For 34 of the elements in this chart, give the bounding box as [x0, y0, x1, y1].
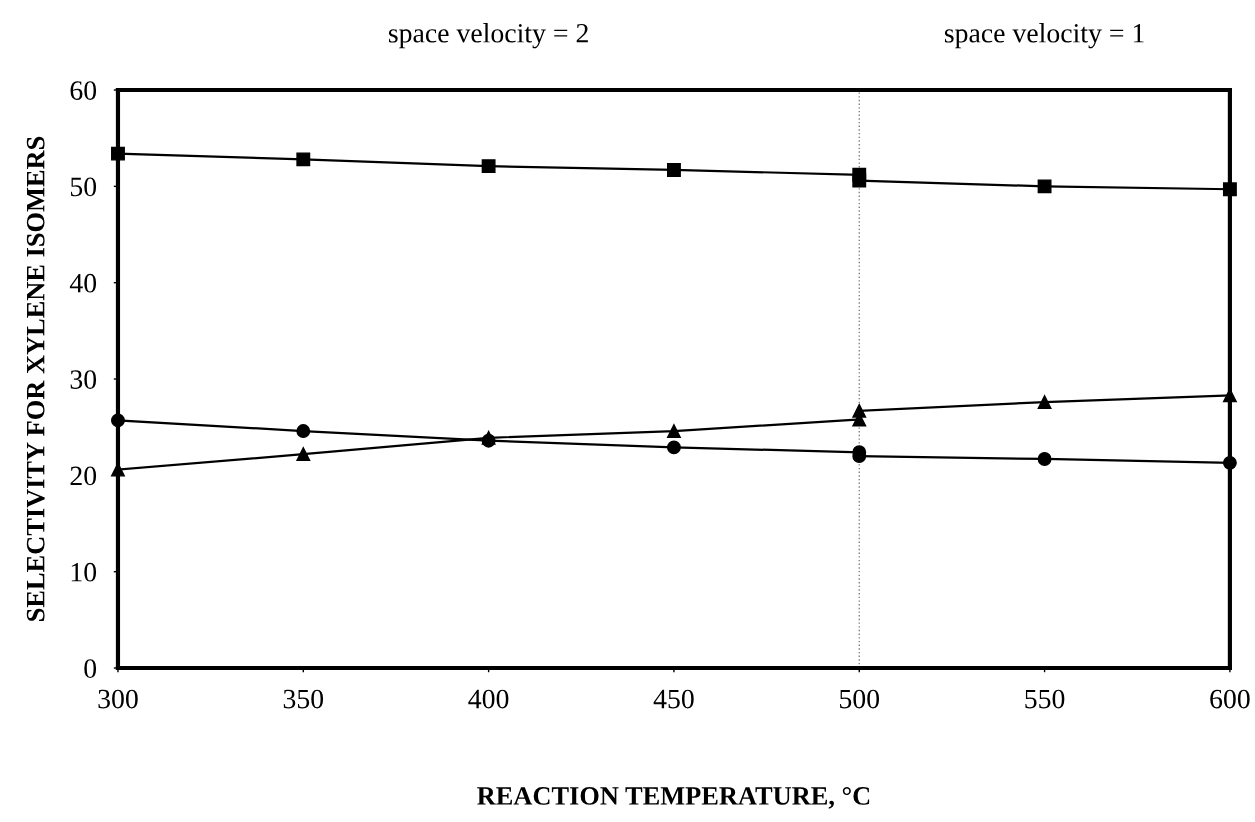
point	[852, 403, 867, 418]
point	[481, 159, 496, 174]
point	[852, 173, 867, 188]
point	[666, 163, 681, 177]
x-tick-label: 400	[468, 689, 509, 709]
point	[666, 424, 681, 438]
point	[1037, 452, 1052, 466]
text: space velocity = 2	[388, 23, 588, 49]
y-tick-label: 10	[71, 562, 97, 582]
y-tick-label: 60	[70, 81, 97, 100]
point	[296, 152, 311, 167]
x-tick-label: 300	[98, 689, 138, 709]
y-tick-label: 30	[70, 370, 97, 389]
point	[296, 447, 311, 462]
y-tick-label: 40	[69, 273, 97, 293]
y-tick-label: 0	[84, 659, 97, 678]
point	[1037, 179, 1052, 194]
point	[111, 413, 125, 428]
y-axis-title: SELECTIVITY FOR XYLENE ISOMERS	[26, 136, 45, 621]
text: space velocity = 1	[944, 23, 1144, 49]
x-tick-label: 600	[1210, 689, 1250, 709]
point	[296, 424, 311, 438]
point	[1222, 455, 1237, 470]
point	[1222, 182, 1237, 197]
point	[1037, 395, 1052, 410]
x-tick-label: 450	[653, 689, 694, 709]
y-tick-label: 20	[70, 466, 97, 486]
y-tick-label: 50	[70, 177, 97, 197]
x-tick-label: 500	[840, 689, 880, 709]
point	[666, 440, 681, 455]
x-tick-label: 550	[1025, 689, 1065, 709]
x-axis-title: REACTION TEMPERATURE, °C	[477, 787, 870, 809]
point	[111, 146, 125, 161]
x-tick-label: 350	[283, 689, 324, 709]
